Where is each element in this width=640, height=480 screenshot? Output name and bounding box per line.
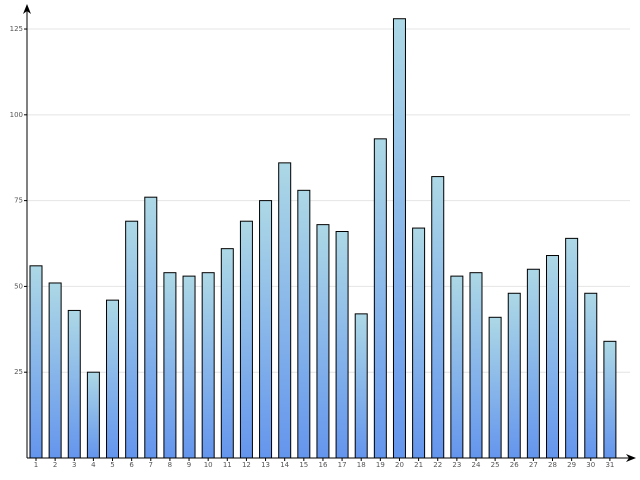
bar [278, 162, 292, 459]
bar [565, 237, 579, 459]
bar [412, 227, 426, 459]
bar [584, 292, 598, 459]
bar [603, 340, 617, 459]
y-tick-label: 100 [10, 111, 23, 119]
bar [335, 231, 349, 459]
bar [86, 371, 100, 459]
x-tick-label: 4 [91, 461, 96, 469]
y-tick-label: 50 [14, 282, 23, 290]
bar [67, 309, 81, 459]
bar [201, 272, 215, 459]
x-tick-label: 3 [72, 461, 76, 469]
x-tick-label: 25 [491, 461, 500, 469]
bar [488, 316, 502, 459]
bar [144, 196, 158, 459]
y-arrow [23, 4, 31, 14]
bar [450, 275, 464, 459]
x-tick-label: 28 [548, 461, 557, 469]
bar [507, 292, 521, 459]
x-tick-label: 1 [34, 461, 38, 469]
bar [163, 272, 177, 459]
x-tick-label: 2 [53, 461, 57, 469]
x-tick-label: 11 [223, 461, 232, 469]
y-tick-label: 25 [14, 368, 23, 376]
bar [48, 282, 62, 459]
x-tick-label: 18 [357, 461, 366, 469]
bars [29, 18, 617, 459]
x-tick-label: 17 [338, 461, 347, 469]
bar [431, 176, 445, 459]
bar [259, 200, 273, 459]
x-tick-label: 24 [472, 461, 481, 469]
x-tick-label: 20 [395, 461, 404, 469]
x-tick-label: 23 [452, 461, 461, 469]
x-tick-label: 27 [529, 461, 538, 469]
x-tick-label: 29 [567, 461, 576, 469]
x-tick-label: 5 [110, 461, 114, 469]
bar [316, 224, 330, 459]
bar [239, 220, 253, 459]
x-tick-label: 26 [510, 461, 519, 469]
bar [392, 18, 406, 459]
bar [182, 275, 196, 459]
bar [106, 299, 120, 459]
x-tick-label: 15 [299, 461, 308, 469]
x-tick-label: 19 [376, 461, 385, 469]
y-tick-label: 125 [10, 25, 23, 33]
x-tick-label: 9 [187, 461, 191, 469]
bar [354, 313, 368, 459]
y-tick-label: 75 [14, 197, 23, 205]
x-tick-label: 8 [168, 461, 172, 469]
x-tick-label: 16 [318, 461, 327, 469]
bar [469, 272, 483, 459]
bar [373, 138, 387, 459]
x-tick-label: 6 [129, 461, 134, 469]
bar [29, 265, 43, 459]
bar [297, 189, 311, 459]
x-tick-label: 13 [261, 461, 270, 469]
x-tick-label: 31 [605, 461, 614, 469]
x-arrow [626, 454, 636, 462]
x-tick-label: 30 [586, 461, 595, 469]
x-tick-label: 21 [414, 461, 423, 469]
x-tick-label: 12 [242, 461, 251, 469]
bar [546, 255, 560, 459]
bar [526, 268, 540, 459]
x-tick-label: 7 [149, 461, 153, 469]
bar [125, 220, 139, 459]
bar [220, 248, 234, 459]
x-tick-label: 22 [433, 461, 442, 469]
x-tick-label: 10 [204, 461, 213, 469]
x-tick-label: 14 [280, 461, 289, 469]
